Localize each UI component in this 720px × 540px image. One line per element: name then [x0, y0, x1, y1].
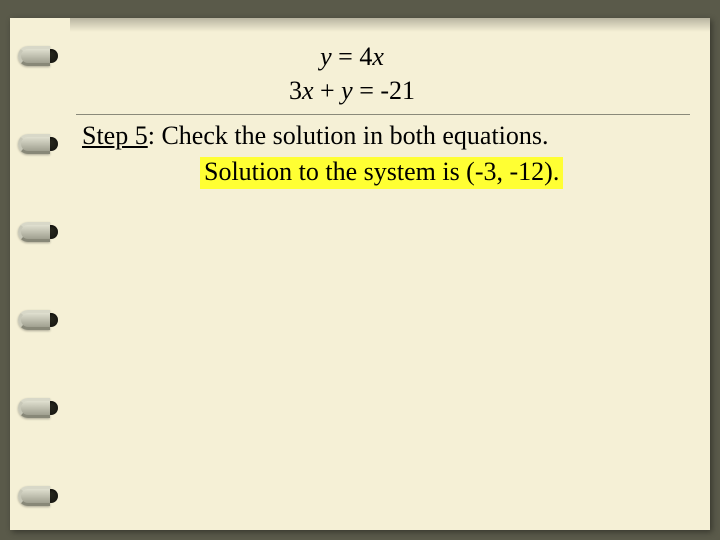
page-top-shadow [70, 18, 710, 32]
spiral-ring [18, 482, 58, 510]
eq2-plus: + [314, 76, 342, 105]
ring-metal [18, 486, 50, 506]
ring-metal [18, 310, 50, 330]
step-label: Step 5 [82, 121, 148, 150]
ring-metal [18, 398, 50, 418]
equation-2: 3x + y = -21 [72, 74, 632, 108]
notepad-page: y = 4x 3x + y = -21 Step 5: Check the so… [10, 18, 710, 530]
spiral-ring [18, 218, 58, 246]
solution-text: Solution to the system is (-3, -12). [204, 157, 559, 186]
ring-metal [18, 134, 50, 154]
spiral-ring [18, 130, 58, 158]
variable-y: y [320, 42, 332, 71]
step-text: : Check the solution in both equations. [148, 121, 549, 150]
spiral-binding [10, 18, 64, 530]
ring-metal [18, 222, 50, 242]
slide-content: y = 4x 3x + y = -21 Step 5: Check the so… [72, 40, 690, 189]
system-equations: y = 4x 3x + y = -21 [72, 40, 632, 108]
eq2-coef: 3 [289, 76, 302, 105]
spiral-ring [18, 42, 58, 70]
variable-x: x [372, 42, 384, 71]
solution-highlight: Solution to the system is (-3, -12). [200, 157, 563, 189]
equation-1: y = 4x [72, 40, 632, 74]
spiral-ring [18, 394, 58, 422]
ring-metal [18, 46, 50, 66]
spiral-ring [18, 306, 58, 334]
eq2-rhs: = -21 [353, 76, 415, 105]
variable-y: y [341, 76, 353, 105]
divider-line [76, 114, 690, 115]
eq1-mid: = 4 [332, 42, 373, 71]
step-instruction: Step 5: Check the solution in both equat… [82, 121, 690, 151]
variable-x: x [302, 76, 314, 105]
